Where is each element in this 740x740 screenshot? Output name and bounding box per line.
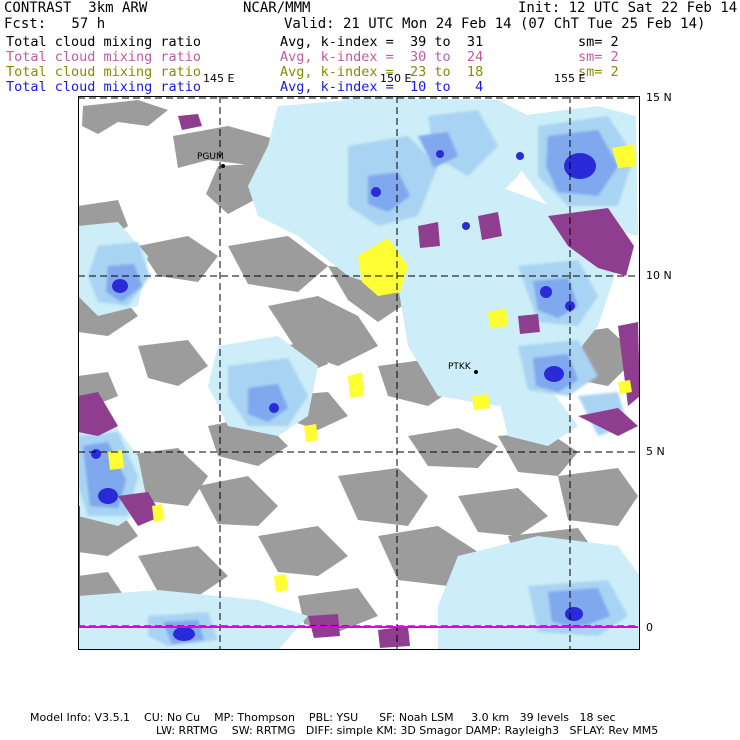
legend-stat-2: Avg, k-index = 30 to 24 bbox=[280, 49, 484, 65]
legend-sm-2: sm= 2 bbox=[578, 49, 619, 65]
yellow-cloud-field bbox=[108, 144, 636, 592]
station-label-ptkk: PTKK bbox=[448, 362, 471, 372]
organization-label: NCAR/MMM bbox=[243, 0, 311, 16]
legend-stat-3: Avg, k-index = 23 to 18 bbox=[280, 64, 484, 80]
experiment-title: CONTRAST 3km ARW bbox=[4, 0, 148, 16]
map-frame bbox=[78, 96, 640, 650]
legend-field-3: Total cloud mixing ratio bbox=[6, 64, 202, 80]
station-label-pgum: PGUM bbox=[197, 152, 224, 162]
magenta-cloud-field bbox=[78, 114, 640, 648]
lat-label-0: 0 bbox=[646, 621, 653, 634]
forecast-hour: Fcst: 57 h bbox=[4, 16, 106, 32]
lon-label-145e: 145 E bbox=[203, 72, 235, 85]
legend-sm-1: sm= 2 bbox=[578, 34, 619, 50]
legend-field-4: Total cloud mixing ratio bbox=[6, 79, 202, 95]
legend-field-2: Total cloud mixing ratio bbox=[6, 49, 202, 65]
legend-stat-4: Avg, k-index = 10 to 4 bbox=[280, 79, 484, 95]
legend-sm-3: sm= 2 bbox=[578, 64, 619, 80]
lon-label-155e: 155 E bbox=[554, 72, 586, 85]
convective-cores bbox=[91, 150, 596, 641]
lat-label-10n: 10 N bbox=[646, 269, 672, 282]
valid-time: Valid: 21 UTC Mon 24 Feb 14 (07 ChT Tue … bbox=[284, 16, 706, 32]
pgum-marker bbox=[221, 164, 225, 168]
lat-label-5n: 5 N bbox=[646, 445, 665, 458]
lon-label-150e: 150 E bbox=[380, 72, 412, 85]
model-info-line-1: Model Info: V3.5.1 CU: No Cu MP: Thompso… bbox=[30, 711, 616, 724]
legend-stat-1: Avg, k-index = 39 to 31 bbox=[280, 34, 484, 50]
init-time: Init: 12 UTC Sat 22 Feb 14 bbox=[518, 0, 738, 16]
cloud-map bbox=[78, 96, 640, 650]
legend-field-1: Total cloud mixing ratio bbox=[6, 34, 202, 50]
ptkk-marker bbox=[474, 370, 478, 374]
lat-label-15n: 15 N bbox=[646, 91, 672, 104]
model-info-line-2: LW: RRTMG SW: RRTMG DIFF: simple KM: 3D … bbox=[156, 724, 659, 737]
